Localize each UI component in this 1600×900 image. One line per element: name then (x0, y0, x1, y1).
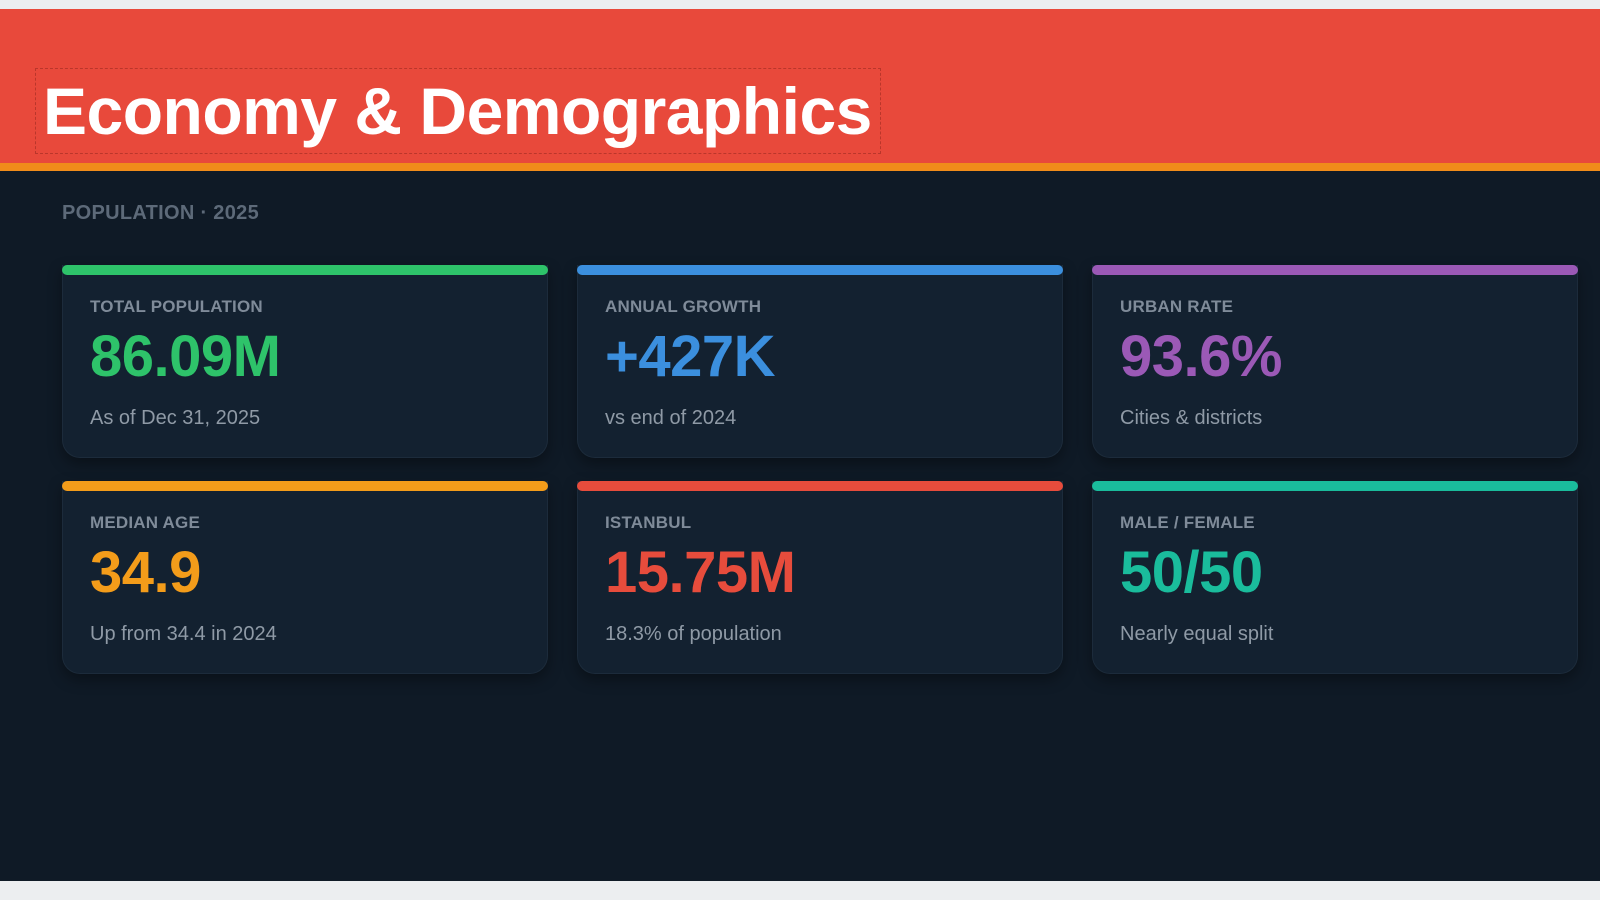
section-label: POPULATION · 2025 (62, 202, 259, 224)
card-label: MEDIAN AGE (90, 513, 200, 532)
card-subtitle: vs end of 2024 (605, 407, 737, 429)
stat-card-median-age: MEDIAN AGE 34.9 Up from 34.4 in 2024 (62, 481, 548, 674)
card-label: ANNUAL GROWTH (605, 297, 762, 316)
card-subtitle: Nearly equal split (1120, 623, 1274, 645)
card-value: 15.75M (605, 540, 796, 605)
stat-card-total-population: TOTAL POPULATION 86.09M As of Dec 31, 20… (62, 265, 548, 458)
stats-grid: TOTAL POPULATION 86.09M As of Dec 31, 20… (62, 265, 1578, 674)
card-label: TOTAL POPULATION (90, 297, 263, 316)
card-label: ISTANBUL (605, 513, 692, 532)
card-subtitle: Up from 34.4 in 2024 (90, 623, 277, 645)
card-label: URBAN RATE (1120, 297, 1234, 316)
title-box[interactable]: Economy & Demographics (35, 68, 881, 154)
card-value: 86.09M (90, 324, 281, 389)
card-accent-bar (1092, 481, 1578, 491)
card-accent-bar (1092, 265, 1578, 275)
card-subtitle: As of Dec 31, 2025 (90, 407, 261, 429)
card-accent-bar (577, 481, 1063, 491)
card-label: MALE / FEMALE (1120, 513, 1255, 532)
card-value: 34.9 (90, 540, 201, 605)
header-banner: Economy & Demographics (0, 9, 1600, 171)
card-subtitle: 18.3% of population (605, 623, 782, 645)
page-title: Economy & Demographics (43, 74, 872, 148)
slide: Economy & Demographics POPULATION · 2025… (0, 9, 1600, 881)
card-accent-bar (62, 481, 548, 491)
card-accent-bar (62, 265, 548, 275)
stat-card-male-female: MALE / FEMALE 50/50 Nearly equal split (1092, 481, 1578, 674)
card-subtitle: Cities & districts (1120, 407, 1263, 429)
stat-card-urban-rate: URBAN RATE 93.6% Cities & districts (1092, 265, 1578, 458)
stat-card-annual-growth: ANNUAL GROWTH +427K vs end of 2024 (577, 265, 1063, 458)
card-accent-bar (577, 265, 1063, 275)
card-value: 50/50 (1120, 540, 1263, 605)
stat-card-istanbul: ISTANBUL 15.75M 18.3% of population (577, 481, 1063, 674)
card-value: 93.6% (1120, 324, 1282, 389)
card-value: +427K (605, 324, 776, 389)
